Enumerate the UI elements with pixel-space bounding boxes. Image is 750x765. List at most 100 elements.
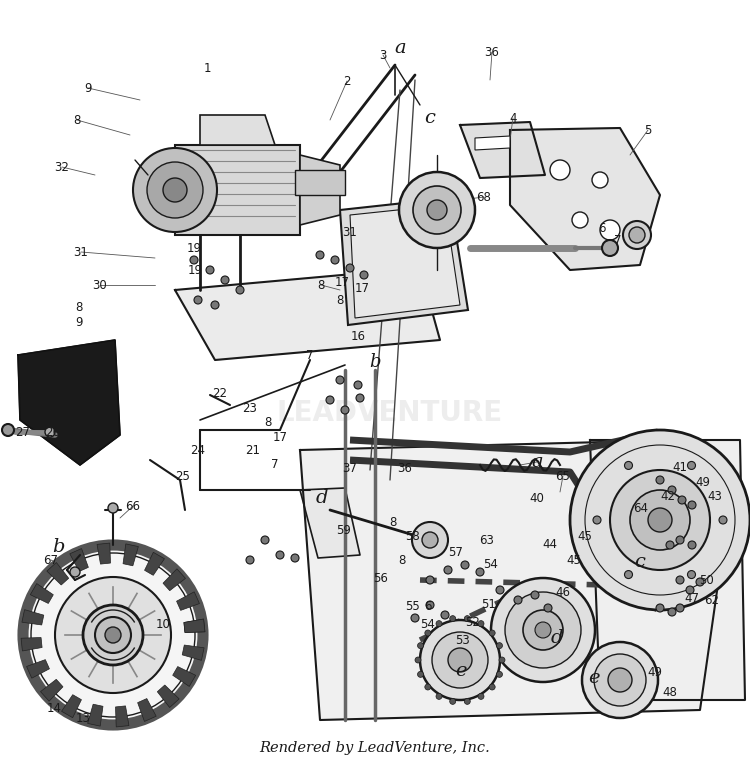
Text: 19: 19	[187, 242, 202, 255]
Circle shape	[206, 266, 214, 274]
Circle shape	[648, 508, 672, 532]
Circle shape	[412, 522, 448, 558]
Text: 8: 8	[389, 516, 397, 529]
Polygon shape	[184, 619, 205, 633]
Text: 63: 63	[479, 533, 494, 546]
Text: 8: 8	[74, 113, 81, 126]
Text: 56: 56	[374, 572, 388, 585]
Text: e: e	[455, 662, 466, 680]
Polygon shape	[200, 115, 275, 145]
Text: c: c	[424, 109, 436, 127]
Polygon shape	[510, 128, 660, 270]
Text: 59: 59	[337, 523, 352, 536]
Text: b: b	[369, 353, 381, 371]
Circle shape	[346, 264, 354, 272]
Text: 54: 54	[421, 617, 436, 630]
Circle shape	[221, 276, 229, 284]
Text: 1: 1	[203, 61, 211, 74]
Text: 6: 6	[424, 601, 432, 614]
Text: 23: 23	[242, 402, 257, 415]
Circle shape	[23, 545, 203, 725]
Text: 37: 37	[343, 461, 358, 474]
Text: 50: 50	[700, 574, 714, 587]
Text: 51: 51	[482, 597, 496, 610]
Circle shape	[496, 672, 502, 677]
Text: 19: 19	[188, 263, 202, 276]
Circle shape	[656, 476, 664, 484]
Circle shape	[625, 461, 632, 470]
Circle shape	[496, 643, 502, 649]
Circle shape	[424, 630, 430, 636]
Polygon shape	[184, 619, 205, 633]
Circle shape	[514, 596, 522, 604]
Circle shape	[418, 672, 424, 677]
Circle shape	[666, 541, 674, 549]
Text: 32: 32	[55, 161, 70, 174]
Circle shape	[602, 240, 618, 256]
Text: c: c	[634, 553, 646, 571]
Circle shape	[686, 586, 694, 594]
Circle shape	[668, 486, 676, 494]
Text: Rendered by LeadVenture, Inc.: Rendered by LeadVenture, Inc.	[260, 741, 490, 755]
Circle shape	[608, 668, 632, 692]
Text: 3: 3	[380, 48, 387, 61]
Text: 8: 8	[336, 294, 344, 307]
Polygon shape	[172, 666, 196, 686]
Text: 26: 26	[46, 425, 61, 438]
Circle shape	[163, 178, 187, 202]
Circle shape	[316, 251, 324, 259]
Text: 2: 2	[344, 74, 351, 87]
Polygon shape	[175, 145, 300, 235]
Text: 4: 4	[509, 112, 517, 125]
Text: 66: 66	[125, 500, 140, 513]
Circle shape	[572, 212, 588, 228]
Polygon shape	[295, 170, 345, 195]
Polygon shape	[21, 637, 42, 651]
Circle shape	[550, 160, 570, 180]
Text: 5: 5	[644, 123, 652, 136]
Text: d: d	[550, 629, 563, 647]
Circle shape	[688, 461, 695, 470]
Circle shape	[2, 424, 14, 436]
Text: 36: 36	[484, 45, 500, 58]
Circle shape	[535, 622, 551, 638]
Text: LEADVENTURE: LEADVENTURE	[277, 399, 503, 427]
Text: 13: 13	[76, 711, 91, 724]
Polygon shape	[300, 155, 340, 225]
Circle shape	[108, 503, 118, 513]
Circle shape	[424, 684, 430, 690]
Circle shape	[326, 396, 334, 404]
Polygon shape	[175, 268, 440, 360]
Text: 40: 40	[530, 491, 544, 504]
Circle shape	[448, 648, 472, 672]
Polygon shape	[590, 440, 745, 700]
Circle shape	[450, 698, 456, 705]
Polygon shape	[30, 584, 53, 604]
Circle shape	[630, 490, 690, 550]
Circle shape	[696, 578, 704, 586]
Polygon shape	[300, 488, 360, 558]
Polygon shape	[22, 610, 44, 625]
Polygon shape	[145, 552, 164, 575]
Circle shape	[544, 604, 552, 612]
Polygon shape	[97, 543, 110, 564]
Circle shape	[476, 568, 484, 576]
Circle shape	[594, 654, 646, 706]
Text: 36: 36	[398, 461, 412, 474]
Text: 17: 17	[355, 282, 370, 295]
Circle shape	[276, 551, 284, 559]
Circle shape	[625, 571, 632, 578]
Circle shape	[413, 186, 461, 234]
Polygon shape	[70, 549, 88, 571]
Circle shape	[341, 406, 349, 414]
Text: 62: 62	[704, 594, 719, 607]
Text: 8: 8	[398, 554, 406, 567]
Circle shape	[505, 592, 581, 668]
Text: 8: 8	[75, 301, 82, 314]
Polygon shape	[340, 198, 468, 325]
Circle shape	[496, 586, 504, 594]
Circle shape	[441, 611, 449, 619]
Circle shape	[461, 561, 469, 569]
Polygon shape	[138, 698, 156, 721]
Text: 7: 7	[272, 457, 279, 470]
